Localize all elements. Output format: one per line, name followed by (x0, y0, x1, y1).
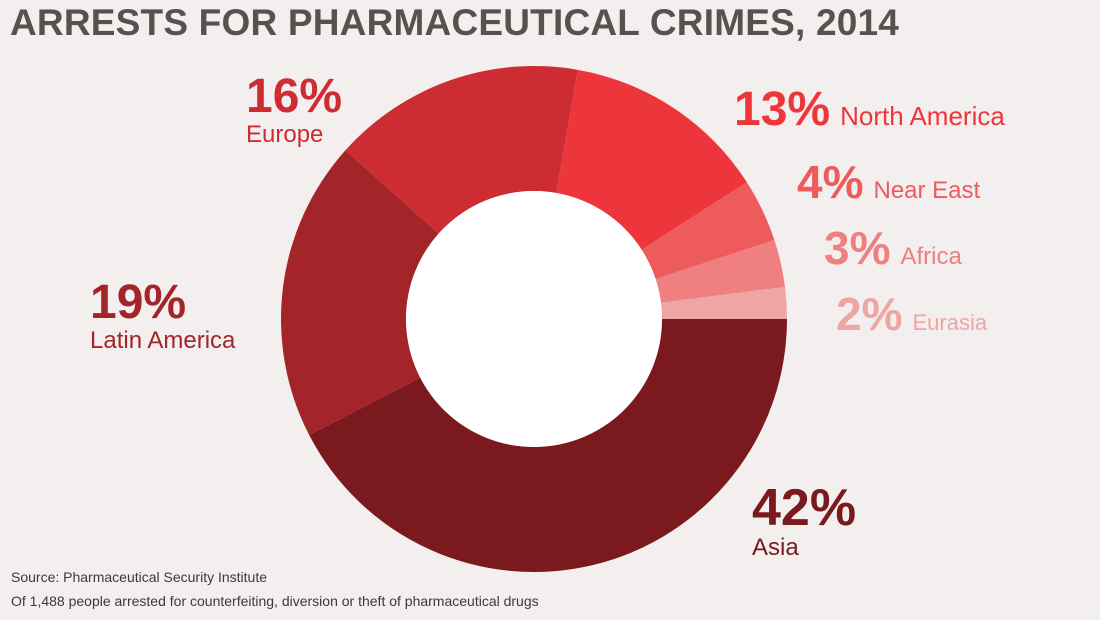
slice-europe (345, 66, 578, 234)
label-eurasia: 2% Eurasia (836, 288, 988, 340)
slice-africa (655, 240, 785, 303)
source-note: Source: Pharmaceutical Security Institut… (11, 569, 268, 585)
slice-eurasia (660, 286, 787, 319)
label-asia: 42% Asia (752, 479, 856, 561)
value-label-north-america: 13% (734, 83, 830, 136)
category-label-latin-america: Latin America (90, 327, 236, 354)
category-label-north-america: North America (840, 101, 1005, 131)
donut-hole (406, 191, 662, 447)
slice-north-america (556, 69, 747, 250)
category-label-europe: Europe (246, 121, 323, 148)
slice-latin-america (281, 150, 439, 435)
value-label-asia: 42% (752, 479, 856, 537)
footnote: Of 1,488 people arrested for counterfeit… (11, 593, 539, 609)
value-label-eurasia: 2% (836, 288, 902, 340)
category-label-near-east: Near East (873, 177, 980, 204)
label-africa: 3% Africa (824, 222, 962, 274)
value-label-europe: 16% (246, 70, 342, 123)
label-near-east: 4% Near East (797, 156, 981, 208)
value-label-africa: 3% (824, 222, 890, 274)
label-latin-america: 19% Latin America (90, 276, 236, 354)
slice-near-east (641, 182, 775, 280)
chart-title: ARRESTS FOR PHARMACEUTICAL CRIMES, 2014 (10, 2, 900, 43)
label-north-america: 13% North America (734, 83, 1005, 136)
category-label-eurasia: Eurasia (912, 310, 987, 335)
value-label-near-east: 4% (797, 156, 863, 208)
label-europe: 16% Europe (246, 70, 342, 148)
slice-asia (309, 319, 787, 572)
category-label-asia: Asia (752, 534, 799, 561)
value-label-latin-america: 19% (90, 276, 186, 329)
category-label-africa: Africa (900, 243, 962, 270)
